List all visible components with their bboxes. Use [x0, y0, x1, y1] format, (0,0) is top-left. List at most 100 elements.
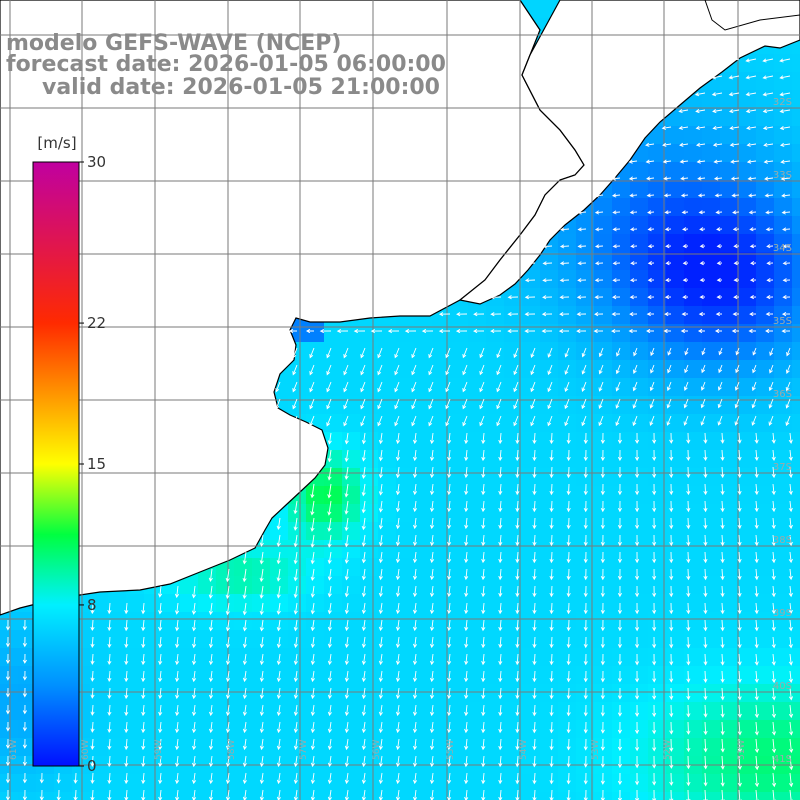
wind-speed-cell: [360, 612, 379, 631]
wind-arrow: [5, 738, 10, 749]
wind-speed-cell: [612, 486, 631, 505]
wind-arrow: [208, 636, 214, 649]
wind-arrow: [447, 721, 452, 734]
wind-arrow: [737, 568, 742, 581]
wind-speed-cell: [576, 324, 595, 343]
wind-speed-cell: [774, 54, 793, 73]
wind-speed-cell: [666, 576, 685, 595]
wind-arrow: [107, 755, 112, 768]
wind-arrow: [652, 449, 657, 462]
wind-arrow: [737, 449, 742, 462]
wind-arrow: [600, 568, 605, 581]
wind-arrow: [746, 142, 757, 147]
wind-arrow: [412, 517, 418, 530]
wind-arrow: [649, 398, 655, 409]
wind-speed-cell: [774, 666, 793, 685]
wind-arrow: [259, 738, 264, 751]
wind-arrow: [600, 517, 605, 530]
wind-arrow: [481, 687, 486, 700]
wind-arrow: [293, 517, 298, 531]
wind-speed-cell: [720, 720, 739, 739]
wind-arrow: [645, 142, 655, 147]
wind-arrow: [447, 653, 452, 666]
wind-arrow: [720, 602, 725, 615]
wind-arrow: [447, 738, 452, 751]
wind-speed-cell: [648, 216, 667, 235]
wind-arrow: [464, 466, 469, 479]
wind-arrow: [481, 755, 486, 768]
wind-speed-cell: [576, 702, 595, 721]
wind-arrow: [635, 721, 640, 735]
wind-arrow: [617, 568, 622, 581]
wind-speed-cell: [756, 360, 775, 379]
wind-speed-cell: [486, 738, 505, 757]
wind-arrow: [22, 704, 27, 715]
wind-arrow: [481, 466, 486, 479]
wind-arrow: [327, 432, 332, 445]
wind-arrow: [498, 568, 503, 581]
wind-arrow: [583, 585, 588, 598]
wind-arrow: [225, 755, 231, 768]
wind-speed-cell: [612, 684, 631, 703]
wind-speed-cell: [288, 540, 307, 559]
wind-speed-cell: [342, 360, 361, 379]
wind-speed-cell: [306, 612, 325, 631]
wind-speed-cell: [324, 396, 343, 415]
wind-arrow: [412, 738, 418, 751]
wind-speed-cell: [288, 648, 307, 667]
wind-speed-cell: [792, 702, 800, 721]
wind-speed-cell: [360, 774, 379, 793]
wind-arrow: [703, 670, 708, 683]
wind-speed-cell: [756, 630, 775, 649]
wind-arrow: [635, 432, 640, 444]
wind-speed-cell: [288, 360, 307, 379]
wind-speed-cell: [738, 702, 757, 721]
wind-arrow: [107, 738, 112, 751]
wind-arrow: [498, 721, 503, 734]
wind-arrow: [412, 449, 418, 462]
wind-speed-cell: [792, 36, 800, 55]
wind-arrow: [344, 432, 349, 445]
wind-speed-cell: [630, 396, 649, 415]
wind-arrow: [678, 125, 689, 130]
wind-arrow: [191, 738, 197, 751]
wind-speed-cell: [774, 396, 793, 415]
wind-speed-cell: [612, 522, 631, 541]
wind-speed-cell: [180, 594, 199, 613]
wind-speed-cell: [324, 504, 343, 523]
wind-speed-cell: [108, 666, 127, 685]
wind-speed-cell: [684, 504, 703, 523]
wind-speed-cell: [450, 396, 469, 415]
wind-speed-cell: [792, 612, 800, 631]
wind-arrow: [344, 704, 349, 717]
wind-speed-cell: [774, 270, 793, 289]
latitude-label: 37S: [773, 462, 792, 473]
wind-arrow: [532, 789, 537, 800]
wind-speed-cell: [144, 792, 163, 800]
wind-speed-cell: [198, 774, 217, 793]
wind-arrow: [733, 244, 740, 249]
wind-speed-cell: [648, 288, 667, 307]
wind-speed-cell: [306, 720, 325, 739]
wind-arrow: [319, 329, 332, 334]
wind-arrow: [276, 772, 281, 785]
wind-arrow: [542, 295, 553, 300]
wind-speed-cell: [468, 342, 487, 361]
wind-arrow: [361, 755, 366, 768]
wind-speed-cell: [432, 342, 451, 361]
wind-arrow: [752, 364, 757, 374]
wind-speed-cell: [540, 270, 559, 289]
wind-arrow: [174, 602, 180, 615]
wind-speed-cell: [432, 792, 451, 800]
wind-arrow: [686, 500, 691, 513]
wind-arrow: [635, 755, 640, 769]
wind-speed-cell: [126, 648, 145, 667]
wind-speed-cell: [432, 576, 451, 595]
wind-arrow: [361, 636, 366, 649]
wind-arrow: [395, 619, 401, 632]
wind-arrow: [737, 500, 742, 513]
wind-speed-cell: [594, 288, 613, 307]
wind-arrow: [242, 772, 247, 785]
wind-speed-cell: [90, 594, 109, 613]
